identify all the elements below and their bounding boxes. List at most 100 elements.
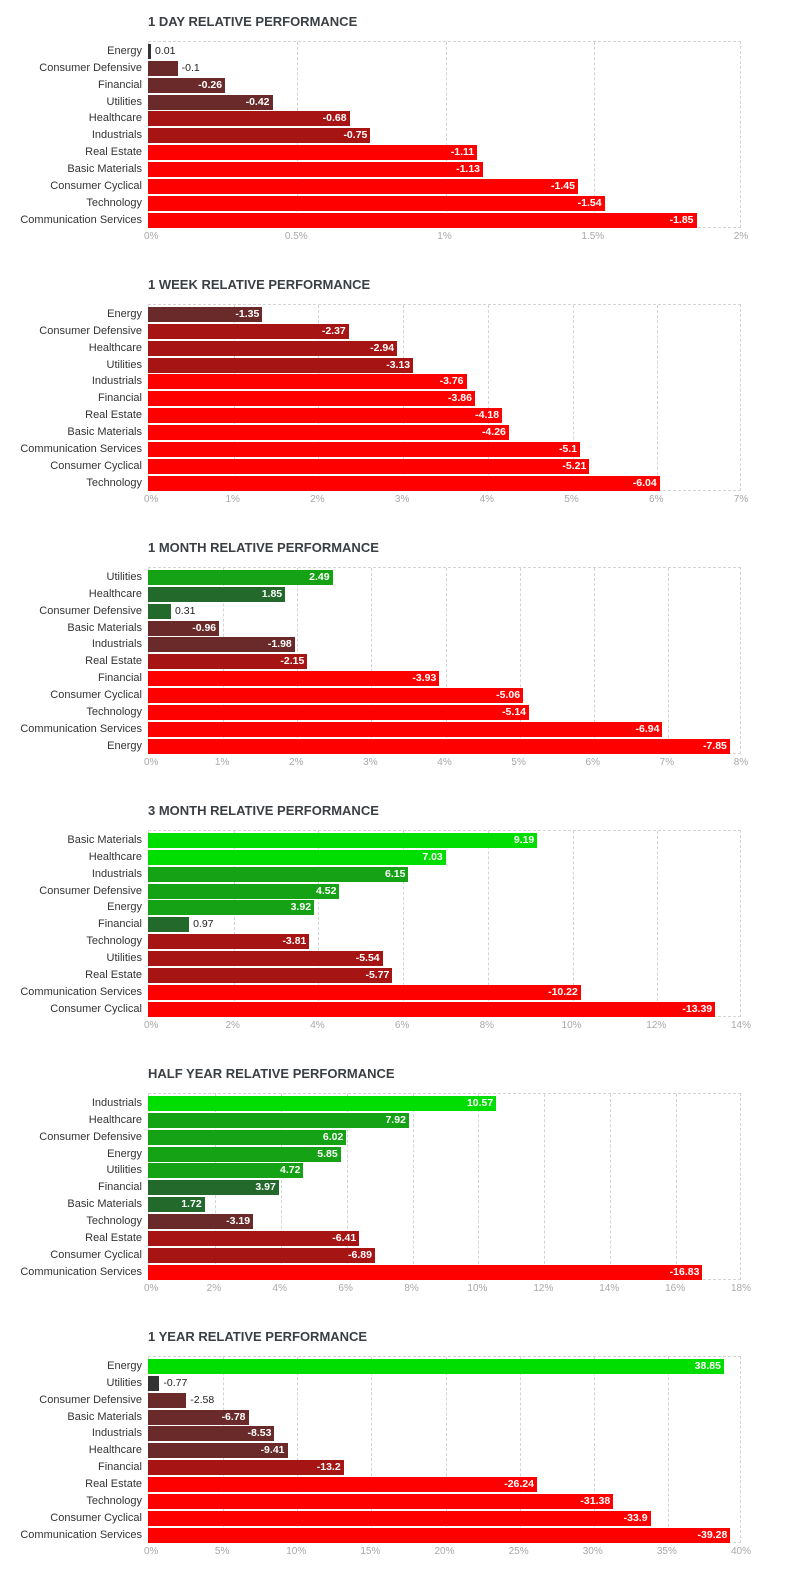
bar[interactable] bbox=[148, 1493, 614, 1509]
value-label: -39.28 bbox=[697, 1528, 728, 1541]
bar[interactable] bbox=[148, 1146, 341, 1162]
bar[interactable] bbox=[148, 212, 697, 228]
x-tick-label: 7% bbox=[733, 494, 749, 505]
category-label: Utilities bbox=[106, 1164, 142, 1177]
bar[interactable] bbox=[148, 984, 581, 1000]
bar[interactable] bbox=[148, 637, 295, 653]
category-label: Healthcare bbox=[88, 587, 142, 600]
bar[interactable] bbox=[148, 570, 333, 585]
bar[interactable] bbox=[148, 1476, 537, 1492]
chart-title: 3 MONTH RELATIVE PERFORMANCE bbox=[148, 803, 379, 818]
bar[interactable] bbox=[148, 934, 310, 950]
bar[interactable] bbox=[148, 704, 529, 720]
bar[interactable] bbox=[148, 1359, 724, 1374]
category-label: Financial bbox=[97, 672, 142, 685]
x-tick-label: 10% bbox=[467, 1283, 488, 1294]
x-tick-label: 3% bbox=[363, 757, 378, 768]
bar[interactable] bbox=[148, 195, 605, 211]
value-label: -5.77 bbox=[365, 968, 390, 981]
bar[interactable] bbox=[148, 1197, 205, 1213]
bar[interactable] bbox=[148, 1460, 344, 1476]
bar[interactable] bbox=[148, 424, 509, 440]
bar[interactable] bbox=[148, 1409, 249, 1425]
bar[interactable] bbox=[148, 441, 581, 457]
bar[interactable] bbox=[148, 721, 663, 737]
bar[interactable] bbox=[148, 900, 315, 916]
bar[interactable] bbox=[148, 687, 524, 703]
bar[interactable] bbox=[148, 161, 484, 177]
bar[interactable] bbox=[148, 603, 171, 619]
category-label: Healthcare bbox=[88, 112, 142, 125]
bar[interactable] bbox=[148, 917, 190, 933]
bar[interactable] bbox=[148, 145, 478, 161]
gridline bbox=[667, 1357, 669, 1542]
x-tick-label: 2% bbox=[206, 1283, 222, 1294]
category-label: Industrials bbox=[91, 638, 142, 651]
bar[interactable] bbox=[148, 1247, 375, 1263]
value-label: 6.15 bbox=[385, 867, 406, 880]
value-label: -2.15 bbox=[280, 655, 305, 668]
bar[interactable] bbox=[148, 950, 383, 966]
category-label: Consumer Defensive bbox=[39, 61, 142, 74]
bar[interactable] bbox=[148, 1264, 703, 1280]
bar[interactable] bbox=[148, 60, 178, 76]
bar[interactable] bbox=[148, 738, 730, 754]
category-label: Communication Services bbox=[20, 213, 142, 226]
chart-title: HALF YEAR RELATIVE PERFORMANCE bbox=[148, 1066, 395, 1081]
bar[interactable] bbox=[148, 323, 349, 339]
bar[interactable] bbox=[148, 391, 475, 407]
value-label: 1.72 bbox=[181, 1198, 202, 1211]
bar[interactable] bbox=[148, 1163, 304, 1179]
bar[interactable] bbox=[148, 1112, 409, 1128]
bar[interactable] bbox=[148, 1375, 160, 1391]
bar[interactable] bbox=[148, 1096, 497, 1111]
category-label: Healthcare bbox=[88, 341, 142, 354]
bar[interactable] bbox=[148, 357, 414, 373]
bar[interactable] bbox=[148, 1230, 360, 1246]
bar[interactable] bbox=[148, 408, 503, 424]
bar[interactable] bbox=[148, 77, 226, 93]
category-label: Consumer Defensive bbox=[39, 1393, 142, 1406]
category-label: Financial bbox=[97, 1181, 142, 1194]
x-tick-label: 5% bbox=[511, 757, 526, 768]
bar[interactable] bbox=[148, 866, 409, 882]
bar[interactable] bbox=[148, 458, 590, 474]
bar[interactable] bbox=[148, 620, 220, 636]
category-label: Financial bbox=[97, 918, 142, 931]
bar[interactable] bbox=[148, 1426, 275, 1442]
x-tick-label: 7% bbox=[659, 757, 675, 768]
bar[interactable] bbox=[148, 967, 393, 983]
category-label: Energy bbox=[107, 1360, 142, 1372]
bar[interactable] bbox=[148, 1443, 288, 1459]
bar[interactable] bbox=[148, 128, 371, 144]
bar[interactable] bbox=[148, 307, 263, 322]
bar[interactable] bbox=[148, 1527, 731, 1543]
chart-panel: 1 DAY RELATIVE PERFORMANCE Energy 0.01 Cons… bbox=[0, 0, 785, 263]
bar[interactable] bbox=[148, 1129, 347, 1145]
gridline bbox=[657, 831, 659, 1016]
bar[interactable] bbox=[148, 849, 446, 865]
bar[interactable] bbox=[148, 1510, 651, 1526]
bar[interactable] bbox=[148, 374, 467, 390]
bar[interactable] bbox=[148, 1392, 187, 1408]
bar[interactable] bbox=[148, 475, 660, 491]
bar[interactable] bbox=[148, 883, 340, 899]
bar[interactable] bbox=[148, 340, 398, 356]
x-tick-label: 0% bbox=[144, 1283, 159, 1294]
bar[interactable] bbox=[148, 178, 578, 194]
x-tick-label: 25% bbox=[508, 1546, 529, 1557]
bar[interactable] bbox=[148, 671, 440, 687]
bar[interactable] bbox=[148, 94, 273, 110]
gridline bbox=[445, 42, 447, 227]
bar[interactable] bbox=[148, 1213, 254, 1229]
bar[interactable] bbox=[148, 654, 308, 670]
bar[interactable] bbox=[148, 1180, 279, 1196]
bar[interactable] bbox=[148, 44, 151, 59]
bar[interactable] bbox=[148, 1001, 716, 1017]
bar[interactable] bbox=[148, 586, 286, 602]
value-label: -5.21 bbox=[562, 459, 587, 472]
category-label: Healthcare bbox=[88, 1444, 142, 1457]
bar[interactable] bbox=[148, 111, 350, 127]
category-label: Communication Services bbox=[20, 985, 142, 998]
bar[interactable] bbox=[148, 833, 538, 848]
